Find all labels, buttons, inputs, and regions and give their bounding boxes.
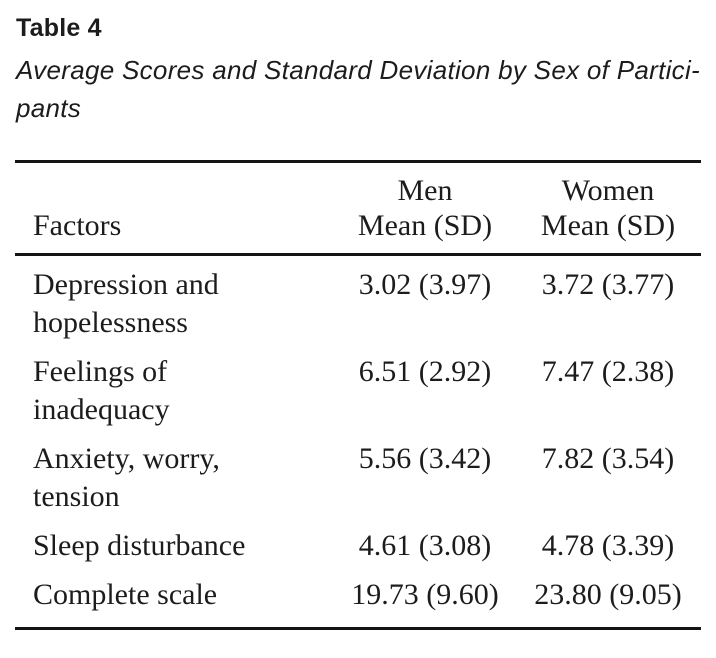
header-women-cell: Women Mean (SD) xyxy=(515,173,701,243)
statistics-table: Factors Men Mean (SD) Women Mean (SD) De… xyxy=(15,160,701,630)
table-row: Sleep disturbance 4.61 (3.08) 4.78 (3.39… xyxy=(15,527,701,565)
table-row: Anxiety, worry, tension 5.56 (3.42) 7.82… xyxy=(15,440,701,516)
factor-label-line-2: tension xyxy=(33,480,120,513)
table-number-label: Table 4 xyxy=(16,14,102,42)
table-row: Complete scale 19.73 (9.60) 23.80 (9.05) xyxy=(15,576,701,614)
table-row: Depression and hopelessness 3.02 (3.97) … xyxy=(15,266,701,342)
table-header-row: Factors Men Mean (SD) Women Mean (SD) xyxy=(15,163,701,256)
factor-label-line-2: hopelessness xyxy=(33,306,188,339)
table-row: Feelings of inadequacy 6.51 (2.92) 7.47 … xyxy=(15,353,701,429)
factor-label-line-1: Feelings of xyxy=(33,355,168,388)
men-value: 19.73 (9.60) xyxy=(351,578,499,611)
men-value: 5.56 (3.42) xyxy=(358,442,492,475)
header-men-sub-label: Mean (SD) xyxy=(357,209,493,242)
factor-label-line-1: Sleep disturbance xyxy=(33,529,246,562)
men-value: 3.02 (3.97) xyxy=(358,268,492,301)
factor-label-line-1: Depression and xyxy=(33,268,219,301)
caption-line-2: pants xyxy=(16,93,82,123)
header-women-group-label: Women xyxy=(561,174,655,207)
header-men-group-label: Men xyxy=(397,174,453,207)
document-page: Table 4 Average Scores and Standard Devi… xyxy=(15,13,702,630)
header-factors-label: Factors xyxy=(33,209,122,242)
women-value: 7.47 (2.38) xyxy=(541,355,675,388)
table-caption: Average Scores and Standard Deviation by… xyxy=(16,51,702,127)
women-value: 7.82 (3.54) xyxy=(541,442,675,475)
factor-label-line-2: inadequacy xyxy=(33,393,170,426)
women-value: 3.72 (3.77) xyxy=(541,268,675,301)
factor-label-line-1: Complete scale xyxy=(33,578,218,611)
women-value: 4.78 (3.39) xyxy=(541,529,675,562)
men-value: 4.61 (3.08) xyxy=(358,529,492,562)
factor-cell: Anxiety, worry, tension xyxy=(15,440,335,516)
header-women-sub-label: Mean (SD) xyxy=(540,209,676,242)
table-body: Depression and hopelessness 3.02 (3.97) … xyxy=(15,256,701,627)
factor-cell: Sleep disturbance xyxy=(15,527,335,565)
women-value: 23.80 (9.05) xyxy=(534,578,682,611)
factor-cell: Complete scale xyxy=(15,576,335,614)
factor-cell: Depression and hopelessness xyxy=(15,266,335,342)
factor-cell: Feelings of inadequacy xyxy=(15,353,335,429)
caption-line-1: Average Scores and Standard Deviation by… xyxy=(16,55,701,85)
table-title-block: Table 4 Average Scores and Standard Devi… xyxy=(16,13,702,127)
header-men-cell: Men Mean (SD) xyxy=(335,173,515,243)
factor-label-line-1: Anxiety, worry, xyxy=(33,442,220,475)
header-factors-cell: Factors xyxy=(15,173,335,243)
men-value: 6.51 (2.92) xyxy=(358,355,492,388)
